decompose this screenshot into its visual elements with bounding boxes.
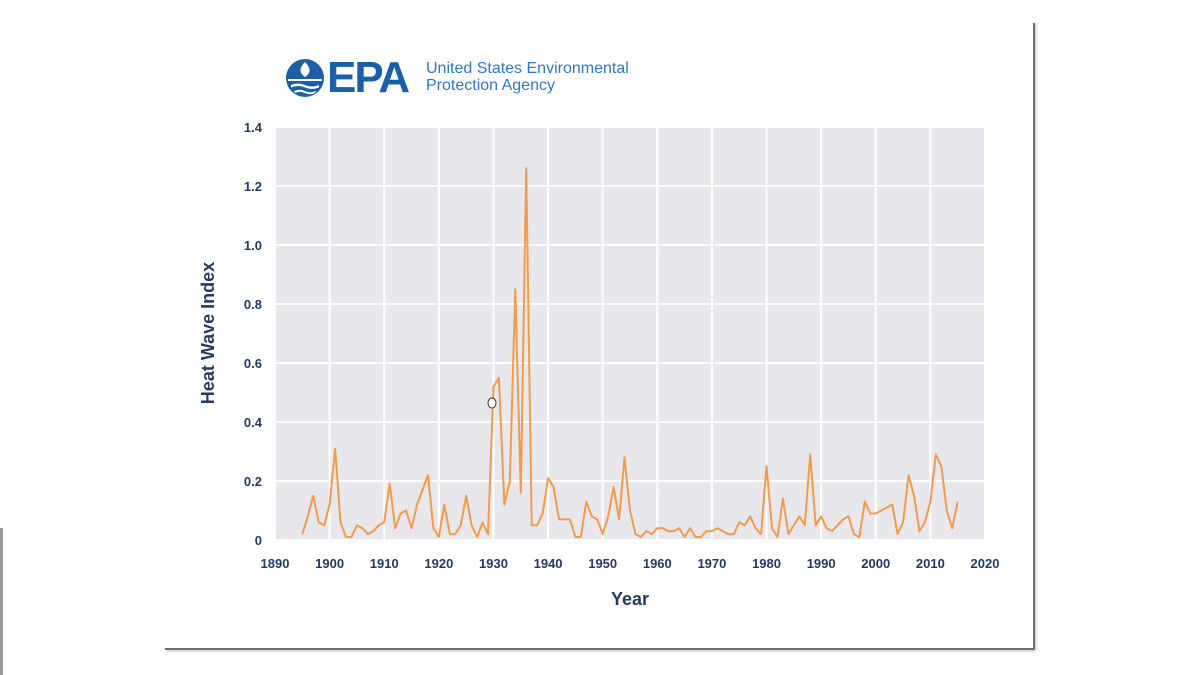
x-axis-title: Year: [611, 589, 649, 609]
x-tick-label: 1970: [697, 556, 726, 571]
x-tick-label: 2010: [916, 556, 945, 571]
plot-area: [275, 127, 985, 540]
x-tick-label: 1930: [479, 556, 508, 571]
epa-logo: EPA: [285, 53, 410, 102]
epa-wordmark: EPA: [327, 53, 410, 102]
x-tick-label: 1940: [534, 556, 563, 571]
y-tick-label: 1.4: [244, 120, 263, 135]
y-tick-label: 0.4: [244, 415, 263, 430]
x-tick-label: 1980: [752, 556, 781, 571]
series-line-heat-wave-index: [301, 167, 959, 538]
x-tick-label: 2020: [971, 556, 1000, 571]
x-axis-ticks: 1890 1900 1910 1920 1930 1940 1950 1960 1970 1980…: [261, 556, 1000, 571]
agency-name-line1: United States Environmental: [426, 60, 629, 77]
y-tick-label: 0.8: [244, 297, 262, 312]
agency-name-line2: Protection Agency: [426, 77, 555, 94]
chart-grid: [274, 126, 986, 541]
x-tick-label: 1960: [643, 556, 672, 571]
y-tick-label: 1.2: [244, 179, 262, 194]
y-tick-label: 1.0: [244, 238, 262, 253]
epa-flower-icon: [286, 59, 324, 97]
agency-name: United States Environmental Protection A…: [426, 60, 629, 94]
y-axis-ticks: 0 0.2 0.4 0.6 0.8 1.0 1.2 1.4: [244, 120, 263, 548]
y-tick-label: 0.2: [244, 474, 262, 489]
x-tick-label: 1950: [588, 556, 617, 571]
y-tick-label: 0.6: [244, 356, 262, 371]
mouse-cursor: [487, 397, 497, 409]
x-tick-label: 2000: [861, 556, 890, 571]
x-tick-label: 1890: [261, 556, 290, 571]
x-tick-label: 1990: [807, 556, 836, 571]
window-edge: [0, 528, 3, 675]
y-tick-label: 0: [255, 533, 262, 548]
y-axis-title: Heat Wave Index: [198, 262, 218, 404]
x-tick-label: 1900: [315, 556, 344, 571]
x-tick-label: 1910: [370, 556, 399, 571]
x-tick-label: 1920: [424, 556, 453, 571]
